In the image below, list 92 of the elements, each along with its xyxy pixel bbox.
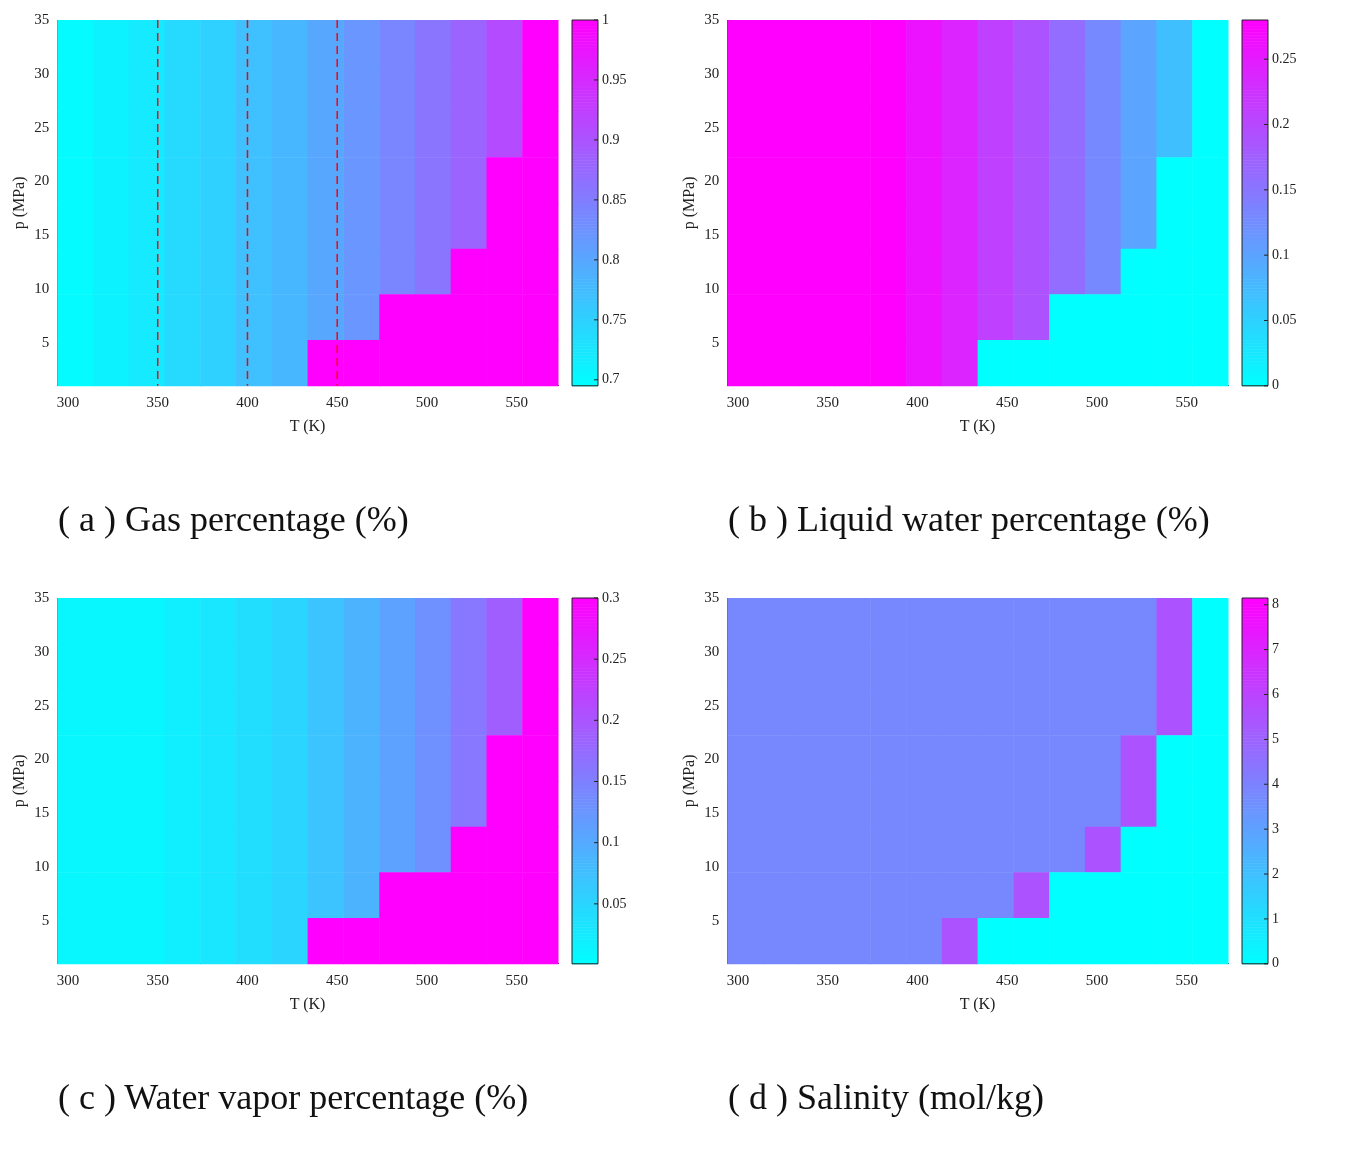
y-tick-label: 25 (34, 118, 50, 135)
y-axis-title: p (MPa) (679, 754, 698, 808)
x-tick-label: 400 (906, 393, 929, 410)
color-bar-label: 1 (1272, 910, 1279, 926)
y-tick-label: 35 (704, 588, 720, 605)
y-tick-label: 30 (704, 64, 720, 81)
y-axis-title: p (MPa) (679, 176, 698, 230)
x-tick-label: 500 (415, 393, 439, 410)
x-axis-title: T (K) (289, 416, 326, 435)
color-bar-label: 5 (1272, 731, 1279, 747)
y-tick-label: 25 (34, 696, 50, 713)
y-tick-label: 5 (41, 911, 50, 928)
color-bar-label: 0.05 (1272, 312, 1297, 328)
color-bar-label: 0.1 (1272, 246, 1290, 262)
x-tick-label: 450 (325, 393, 349, 410)
y-tick-label: 15 (34, 804, 50, 821)
color-bar-label: 3 (1272, 820, 1279, 836)
x-tick-label: 550 (1175, 393, 1198, 410)
y-tick-label: 10 (704, 857, 720, 874)
x-tick-label: 300 (726, 393, 750, 410)
y-tick-label: 35 (34, 588, 50, 605)
x-axis-title: T (K) (959, 416, 996, 435)
text: ( c ) Water vapor percentage (%) (57, 1076, 530, 1118)
x-tick-label: 500 (415, 971, 439, 988)
x-tick-label: 350 (146, 393, 169, 410)
color-bar-label: 0.95 (602, 71, 627, 87)
x-tick-label: 450 (995, 393, 1019, 410)
y-tick-label: 25 (704, 696, 720, 713)
color-bar-label: 0.3 (602, 589, 620, 605)
x-axis-title: T (K) (959, 994, 996, 1013)
color-bar-label: 1 (602, 11, 609, 27)
color-bar-label: 2 (1272, 865, 1279, 881)
color-bar-label: 0.9 (602, 131, 620, 147)
x-axis-title: T (K) (289, 994, 326, 1013)
y-tick-label: 15 (704, 804, 720, 821)
color-bar-label: 7 (1272, 641, 1279, 657)
color-bar-label: 0.1 (602, 834, 620, 850)
y-tick-label: 10 (34, 857, 50, 874)
color-bar-label: 0.75 (602, 311, 627, 327)
y-tick-label: 20 (34, 172, 50, 189)
y-tick-label: 30 (34, 642, 50, 659)
color-bar-label: 0.05 (602, 895, 627, 911)
color-bar-label: 0.8 (602, 251, 620, 267)
y-tick-label: 5 (711, 333, 720, 350)
x-tick-label: 550 (505, 971, 528, 988)
y-tick-label: 30 (704, 642, 720, 659)
x-tick-label: 500 (1085, 971, 1109, 988)
x-tick-label: 350 (816, 971, 839, 988)
x-tick-label: 400 (906, 971, 929, 988)
x-tick-label: 500 (1085, 393, 1109, 410)
y-tick-label: 20 (704, 750, 720, 767)
color-bar-label: 0.2 (1272, 116, 1290, 132)
text: ( a ) Gas percentage (%) (57, 498, 410, 540)
y-tick-label: 10 (34, 279, 50, 296)
text: ( b ) Liquid water percentage (%) (727, 498, 1211, 540)
y-tick-label: 10 (704, 279, 720, 296)
y-tick-label: 5 (41, 333, 50, 350)
x-tick-label: 300 (726, 971, 750, 988)
y-tick-label: 35 (34, 10, 50, 27)
y-tick-label: 25 (704, 118, 720, 135)
color-bar-label: 8 (1272, 596, 1279, 612)
text: ( d ) Salinity (mol/kg) (727, 1076, 1045, 1118)
x-tick-label: 300 (56, 971, 80, 988)
y-tick-label: 20 (704, 172, 720, 189)
x-tick-label: 450 (995, 971, 1019, 988)
y-tick-label: 20 (34, 750, 50, 767)
y-tick-label: 15 (34, 226, 50, 243)
color-bar-label: 0.2 (602, 712, 620, 728)
x-tick-label: 450 (325, 971, 349, 988)
color-bar-label: 0 (1272, 377, 1279, 393)
color-bar-label: 0.25 (602, 650, 627, 666)
color-bar-label: 0.15 (602, 773, 627, 789)
x-tick-label: 550 (1175, 971, 1198, 988)
y-axis-title: p (MPa) (9, 754, 28, 808)
y-axis-title: p (MPa) (9, 176, 28, 230)
color-bar-label: 0.7 (602, 371, 620, 387)
color-bar-label: 0.85 (602, 191, 627, 207)
color-bar-label: 4 (1272, 775, 1279, 791)
x-tick-label: 350 (816, 393, 839, 410)
x-tick-label: 300 (56, 393, 80, 410)
x-tick-label: 400 (236, 393, 259, 410)
x-tick-label: 350 (146, 971, 169, 988)
x-tick-label: 400 (236, 971, 259, 988)
y-tick-label: 5 (711, 911, 720, 928)
color-bar-label: 0.15 (1272, 181, 1297, 197)
color-bar-label: 6 (1272, 686, 1279, 702)
x-tick-label: 550 (505, 393, 528, 410)
y-tick-label: 30 (34, 64, 50, 81)
color-bar-label: 0 (1272, 955, 1279, 971)
y-tick-label: 15 (704, 226, 720, 243)
y-tick-label: 35 (704, 10, 720, 27)
color-bar-label: 0.25 (1272, 50, 1297, 66)
